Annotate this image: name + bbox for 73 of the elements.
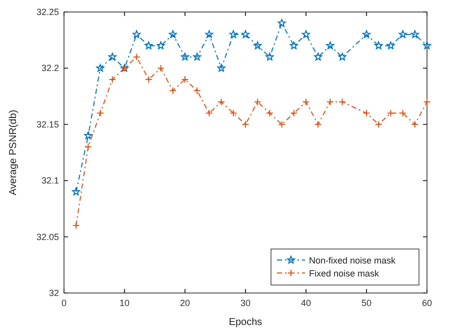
point: [411, 120, 419, 128]
point: [278, 19, 286, 27]
point: [423, 42, 431, 50]
point: [266, 109, 274, 117]
point: [399, 109, 406, 117]
point: [84, 131, 92, 140]
point: [242, 30, 250, 38]
point: [218, 98, 225, 106]
point: [72, 222, 80, 230]
x-tick-label: 10: [119, 298, 130, 308]
point: [290, 42, 298, 50]
x-tick-label: 20: [180, 298, 190, 308]
point: [84, 143, 92, 151]
x-tick-label: 60: [422, 298, 432, 308]
point: [423, 98, 431, 106]
point: [290, 109, 298, 117]
point: [387, 109, 394, 117]
point: [230, 109, 238, 117]
point: [254, 98, 262, 106]
point: [326, 42, 334, 50]
x-tick-label: 40: [300, 298, 312, 308]
point: [193, 52, 202, 60]
point: [374, 120, 382, 128]
legend-label: Fixed noise mask: [309, 268, 380, 278]
point: [386, 42, 395, 50]
point: [145, 76, 152, 84]
point: [206, 109, 213, 117]
point: [302, 30, 310, 38]
point: [168, 30, 177, 38]
point: [314, 52, 322, 60]
point: [217, 64, 226, 72]
x-axis-title: Epochs: [228, 317, 262, 328]
point: [374, 42, 383, 50]
point: [362, 30, 370, 38]
point: [156, 42, 165, 50]
point: [205, 30, 214, 38]
point: [398, 30, 407, 38]
point: [229, 30, 238, 38]
point: [132, 30, 141, 38]
x-tick-label: 0: [61, 298, 67, 308]
point: [108, 76, 116, 84]
point: [266, 52, 274, 60]
point: [278, 120, 286, 128]
point: [254, 42, 262, 50]
point: [144, 42, 153, 50]
point: [410, 30, 419, 38]
point: [169, 86, 177, 94]
point: [108, 52, 116, 60]
point: [326, 98, 334, 106]
point: [242, 120, 250, 128]
point: [96, 64, 104, 72]
point: [338, 52, 346, 60]
y-tick-label: 32.2: [41, 63, 59, 74]
point: [362, 109, 370, 117]
point: [193, 86, 201, 94]
x-tick-label: 30: [240, 298, 251, 308]
point: [72, 188, 80, 196]
y-tick-label: 32.1: [41, 176, 59, 186]
point: [302, 98, 310, 106]
legend-label: Non-fixed noise mask: [309, 256, 396, 266]
point: [132, 53, 140, 61]
point: [157, 64, 164, 72]
point: [96, 109, 104, 117]
point: [181, 76, 189, 84]
y-axis-title: Average PSNR(db): [8, 110, 19, 196]
y-tick-label: 32.05: [36, 232, 59, 242]
y-tick-label: 32.15: [36, 119, 59, 130]
y-tick-label: 32: [48, 288, 59, 298]
x-tick-label: 50: [361, 298, 372, 308]
point: [181, 52, 189, 60]
point: [338, 98, 346, 106]
point: [314, 120, 322, 128]
y-tick-label: 32.25: [36, 7, 59, 17]
